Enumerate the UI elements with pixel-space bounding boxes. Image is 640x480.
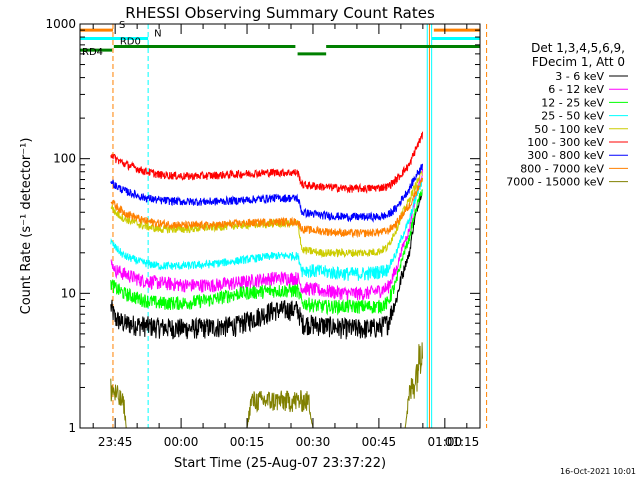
flag-label-s: S (119, 20, 125, 31)
flag-label-rd0: RD0 (120, 37, 141, 48)
series-line-5 (110, 170, 423, 259)
plot-area: S N RD0 RD4 (80, 20, 488, 429)
y-tick-labels: 1 10 100 1000 (45, 17, 76, 435)
x-tick-label: 01:00 (428, 435, 463, 449)
legend-label-6: 100 - 300 keV (527, 136, 604, 149)
series-line-4 (110, 177, 423, 281)
axis-ticks (80, 23, 480, 429)
series-line-9 (110, 342, 423, 429)
legend-label-4: 25 - 50 keV (541, 110, 604, 123)
legend-label-7: 300 - 800 keV (527, 149, 604, 162)
legend-header-line-1: Det 1,3,4,5,6,9, (531, 41, 625, 55)
x-tick-label: 00:00 (164, 435, 199, 449)
y-axis-label: Count Rate (s⁻¹ detector⁻¹) (19, 138, 34, 315)
series-line-2 (110, 168, 423, 301)
series-line-3 (110, 189, 423, 316)
x-tick-label: 00:45 (362, 435, 397, 449)
x-tick-label: 23:45 (98, 435, 133, 449)
legend-label-8: 800 - 7000 keV (520, 162, 604, 175)
y-tick-label: 1000 (45, 17, 76, 31)
plot-frame (79, 23, 481, 429)
x-tick-label: 01:15 (445, 435, 480, 449)
y-tick-label: 10 (61, 286, 76, 300)
x-tick-label: 00:30 (296, 435, 331, 449)
y-tick-label: 100 (53, 152, 76, 166)
legend-label-2: 6 - 12 keV (548, 83, 604, 96)
legend-header-line-2: FDecim 1, Att 0 (532, 55, 625, 69)
legend-label-3: 12 - 25 keV (541, 96, 604, 109)
legend-label-1: 3 - 6 keV (555, 70, 604, 83)
flag-label-n: N (154, 29, 161, 40)
x-tick-label: 00:15 (230, 435, 265, 449)
legend-label-5: 50 - 100 keV (534, 123, 604, 136)
series-line-1 (110, 189, 423, 340)
flag-label-rd4: RD4 (82, 47, 103, 58)
timestamp: 16-Oct-2021 10:01 (560, 467, 636, 476)
series-line-7 (110, 163, 423, 223)
legend-label-9: 7000 - 15000 keV (506, 176, 604, 189)
x-axis-label: Start Time (25-Aug-07 23:37:22) (174, 456, 386, 471)
legend: Det 1,3,4,5,6,9, FDecim 1, Att 0 3 - 6 k… (506, 41, 628, 189)
y-tick-label: 1 (68, 421, 76, 435)
chart-title: RHESSI Observing Summary Count Rates (125, 4, 435, 22)
series-line-6 (110, 131, 423, 195)
series-line-8 (110, 177, 423, 239)
